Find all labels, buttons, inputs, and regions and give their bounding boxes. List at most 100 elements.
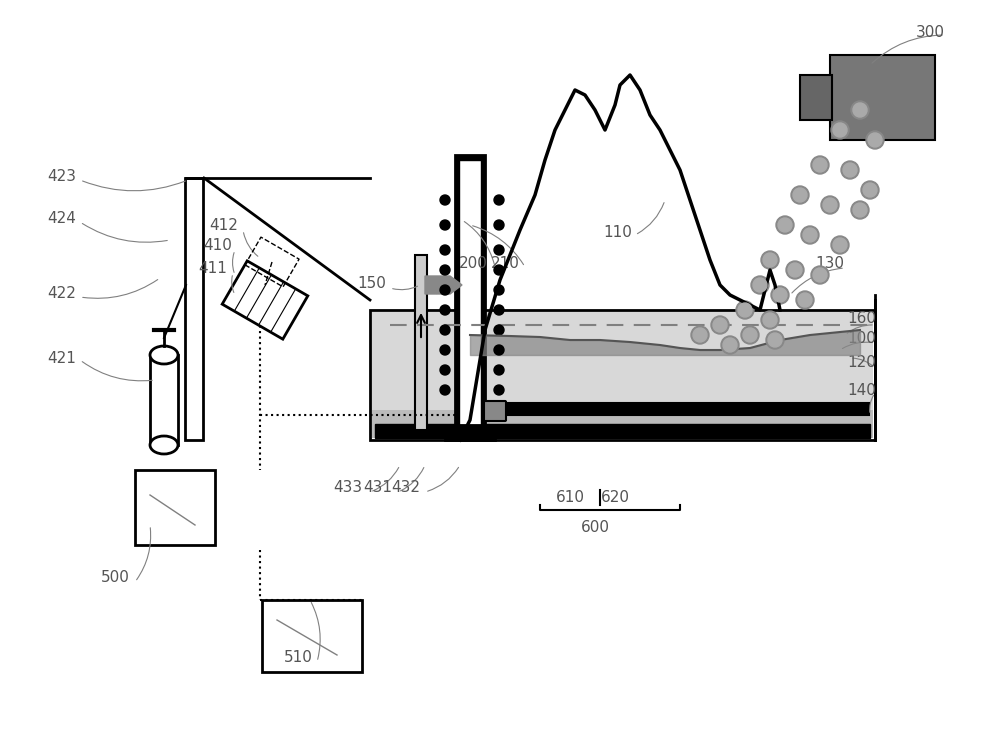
Circle shape (763, 253, 777, 267)
Text: 120: 120 (848, 355, 876, 370)
Circle shape (813, 158, 827, 172)
Circle shape (868, 133, 882, 147)
Text: 500: 500 (101, 571, 129, 585)
Circle shape (693, 328, 707, 342)
Circle shape (494, 245, 504, 255)
Bar (370, 310, 875, 440)
Circle shape (743, 328, 757, 342)
Bar (262, 600, 362, 672)
Bar (135, 470, 215, 545)
Text: 620: 620 (600, 491, 630, 505)
Text: 431: 431 (364, 480, 393, 496)
Bar (372, 410, 873, 438)
FancyBboxPatch shape (484, 401, 506, 421)
Bar (375, 424, 870, 438)
Circle shape (803, 228, 817, 242)
Text: 510: 510 (284, 650, 312, 666)
Circle shape (761, 251, 779, 269)
Circle shape (841, 161, 859, 179)
Circle shape (741, 326, 759, 344)
Text: 130: 130 (816, 256, 844, 270)
Circle shape (853, 103, 867, 117)
Text: 160: 160 (848, 310, 876, 325)
Circle shape (833, 238, 847, 252)
Circle shape (866, 131, 884, 149)
Circle shape (494, 325, 504, 335)
Circle shape (853, 203, 867, 217)
Circle shape (494, 265, 504, 275)
Text: 600: 600 (580, 520, 610, 536)
Circle shape (813, 268, 827, 282)
Text: 300: 300 (916, 24, 944, 39)
Circle shape (778, 218, 792, 232)
Circle shape (851, 101, 869, 119)
Bar (415, 255, 427, 430)
Bar (830, 55, 935, 140)
Circle shape (811, 156, 829, 174)
Circle shape (788, 263, 802, 277)
Circle shape (771, 286, 789, 304)
Circle shape (713, 318, 727, 332)
Circle shape (863, 183, 877, 197)
Circle shape (494, 385, 504, 395)
Circle shape (494, 305, 504, 315)
Circle shape (440, 220, 450, 230)
Circle shape (440, 265, 450, 275)
Text: 150: 150 (358, 276, 386, 290)
Bar (185, 178, 203, 440)
Circle shape (723, 338, 737, 352)
Circle shape (736, 301, 754, 319)
Text: 200: 200 (459, 256, 487, 270)
Circle shape (861, 181, 879, 199)
Circle shape (843, 163, 857, 177)
Text: 610: 610 (556, 491, 584, 505)
Text: 411: 411 (199, 261, 227, 276)
Bar (445, 430, 495, 440)
Circle shape (791, 186, 809, 204)
Text: 100: 100 (848, 330, 876, 346)
Circle shape (711, 316, 729, 334)
Text: 432: 432 (392, 480, 421, 496)
Circle shape (776, 216, 794, 234)
Circle shape (831, 121, 849, 139)
Bar (489, 403, 869, 415)
Circle shape (821, 196, 839, 214)
Text: 412: 412 (210, 217, 238, 233)
Circle shape (811, 266, 829, 284)
Ellipse shape (150, 436, 178, 454)
Circle shape (793, 188, 807, 202)
Circle shape (440, 325, 450, 335)
Text: 140: 140 (848, 383, 876, 398)
Bar (459, 160, 481, 425)
Circle shape (440, 365, 450, 375)
FancyArrow shape (425, 276, 462, 294)
Circle shape (851, 201, 869, 219)
Circle shape (801, 226, 819, 244)
Text: 410: 410 (204, 237, 232, 253)
Circle shape (831, 236, 849, 254)
Bar (455, 155, 485, 430)
Circle shape (440, 285, 450, 295)
Circle shape (761, 311, 779, 329)
Bar (372, 312, 873, 438)
Text: 433: 433 (333, 480, 363, 496)
Circle shape (494, 345, 504, 355)
Circle shape (773, 288, 787, 302)
Circle shape (440, 305, 450, 315)
Bar (150, 355, 178, 445)
Bar (430, 425, 510, 435)
Circle shape (494, 195, 504, 205)
Circle shape (440, 345, 450, 355)
Circle shape (798, 293, 812, 307)
Circle shape (440, 195, 450, 205)
Circle shape (796, 291, 814, 309)
Circle shape (494, 365, 504, 375)
Text: 424: 424 (48, 211, 76, 225)
Circle shape (691, 326, 709, 344)
Circle shape (763, 313, 777, 327)
Circle shape (494, 220, 504, 230)
Text: 423: 423 (48, 168, 77, 183)
Text: 210: 210 (491, 256, 519, 270)
Circle shape (440, 245, 450, 255)
Bar (800, 75, 832, 120)
